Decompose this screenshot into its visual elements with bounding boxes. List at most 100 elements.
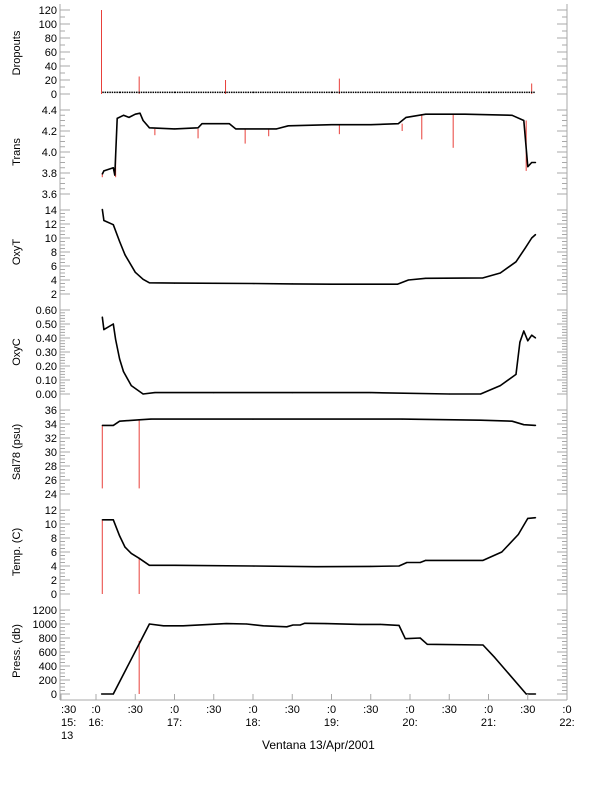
x-tick-minute: :30 bbox=[520, 704, 535, 716]
y-tick-label: 30 bbox=[45, 447, 57, 459]
data-point bbox=[523, 424, 525, 426]
data-point bbox=[527, 166, 529, 168]
data-point bbox=[276, 91, 279, 94]
data-point bbox=[200, 91, 202, 94]
y-tick-label: 60 bbox=[45, 47, 57, 59]
data-point bbox=[482, 644, 484, 646]
data-point bbox=[412, 91, 414, 94]
data-point bbox=[333, 91, 336, 94]
data-point bbox=[495, 91, 498, 94]
data-point bbox=[531, 161, 533, 164]
data-point bbox=[300, 91, 302, 94]
data-point bbox=[535, 693, 537, 695]
data-point bbox=[395, 91, 397, 94]
data-point bbox=[366, 91, 369, 94]
data-point bbox=[101, 316, 103, 318]
data-point bbox=[340, 91, 343, 94]
data-point bbox=[398, 565, 400, 567]
data-point bbox=[252, 418, 254, 420]
data-point bbox=[397, 91, 399, 94]
y-tick-label: 0.00 bbox=[36, 389, 57, 401]
data-point bbox=[253, 91, 255, 94]
data-point bbox=[528, 91, 531, 94]
data-point bbox=[142, 278, 144, 280]
data-point bbox=[442, 91, 445, 94]
data-point bbox=[424, 91, 426, 94]
data-point bbox=[112, 224, 114, 226]
data-point bbox=[336, 91, 338, 94]
x-tick-minute: :0 bbox=[91, 704, 100, 716]
data-point bbox=[262, 625, 264, 627]
x-tick-minute: :30 bbox=[128, 704, 143, 716]
data-point bbox=[482, 277, 484, 279]
data-point bbox=[323, 91, 326, 94]
data-point bbox=[148, 282, 150, 284]
data-point bbox=[501, 551, 503, 553]
data-point bbox=[321, 91, 323, 94]
data-point bbox=[407, 279, 410, 281]
y-tick-label: 10 bbox=[45, 233, 57, 245]
data-point bbox=[122, 114, 125, 116]
data-point bbox=[328, 91, 330, 94]
data-point bbox=[369, 91, 371, 94]
data-point bbox=[435, 91, 438, 94]
data-point bbox=[290, 91, 293, 94]
data-point bbox=[264, 91, 267, 94]
data-point bbox=[468, 91, 471, 94]
data-point bbox=[226, 91, 228, 94]
data-point bbox=[370, 124, 372, 126]
data-point bbox=[150, 418, 152, 420]
x-tick-hour: 17: bbox=[167, 717, 182, 729]
data-point bbox=[275, 128, 278, 130]
data-point bbox=[148, 564, 150, 566]
data-point bbox=[252, 282, 254, 285]
y-axis-title-press: Press. (db) bbox=[11, 624, 23, 678]
panel-sal78: 24 26 28 30 32 34 36 Sal78 (psu) bbox=[11, 402, 568, 502]
data-point bbox=[373, 91, 376, 94]
data-point bbox=[487, 91, 490, 94]
data-point bbox=[355, 91, 357, 94]
data-point bbox=[338, 91, 341, 94]
panel-press: 0 200 400 600 800 1000 1200 Press. (db) bbox=[11, 602, 568, 701]
data-point bbox=[274, 91, 276, 94]
data-point bbox=[531, 237, 533, 239]
data-point bbox=[140, 91, 143, 94]
y-tick-label: 0.50 bbox=[36, 319, 57, 331]
data-point bbox=[330, 91, 333, 94]
data-point bbox=[531, 334, 533, 336]
data-point bbox=[307, 91, 309, 94]
data-point bbox=[406, 91, 409, 94]
data-point bbox=[402, 91, 404, 94]
data-point bbox=[404, 91, 407, 94]
data-point bbox=[527, 517, 529, 520]
data-point bbox=[330, 283, 333, 285]
data-point bbox=[139, 112, 141, 114]
data-point bbox=[174, 91, 176, 94]
panel-temp: 0 2 4 6 8 10 12 Temp. (C) bbox=[11, 502, 568, 602]
data-point bbox=[164, 91, 166, 94]
data-point bbox=[287, 125, 289, 127]
x-tick-hour: 15: bbox=[61, 717, 76, 729]
data-point bbox=[118, 91, 121, 94]
data-point bbox=[154, 392, 156, 394]
data-point bbox=[205, 91, 207, 94]
data-point bbox=[238, 91, 240, 94]
data-point bbox=[309, 91, 312, 94]
panel-oxyt: 2 4 6 8 10 12 14 OxyT bbox=[11, 202, 568, 302]
data-point bbox=[379, 623, 381, 625]
y-tick-label: 0 bbox=[51, 89, 57, 101]
data-point bbox=[425, 559, 427, 562]
y-tick-label: 4.4 bbox=[42, 105, 57, 117]
data-point bbox=[440, 91, 443, 94]
data-point bbox=[173, 282, 176, 284]
x-tick-minute: :0 bbox=[327, 704, 336, 716]
data-point bbox=[249, 91, 252, 94]
data-point bbox=[112, 693, 114, 695]
data-point bbox=[118, 420, 121, 422]
data-point bbox=[240, 91, 242, 94]
data-point bbox=[118, 535, 121, 537]
data-point bbox=[271, 91, 274, 94]
series-line-sal78 bbox=[102, 418, 536, 427]
y-tick-label: 1200 bbox=[33, 605, 57, 617]
data-point bbox=[247, 91, 250, 94]
